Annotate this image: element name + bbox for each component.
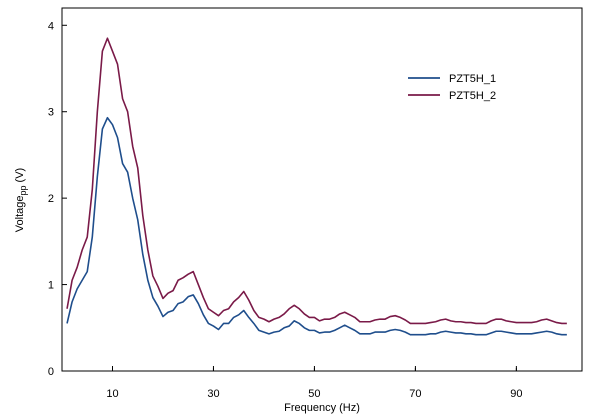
x-tick-label-0: 10 xyxy=(106,388,118,400)
y-axis: 0 1 2 3 4 xyxy=(48,20,67,378)
legend-label-1: PZT5H_2 xyxy=(449,90,496,102)
y-tick-label-3: 3 xyxy=(48,107,54,119)
series-line-1 xyxy=(66,37,567,325)
legend: PZT5H_1 PZT5H_2 xyxy=(408,73,496,102)
x-tick-label-3: 70 xyxy=(409,388,421,400)
x-tick-label-4: 90 xyxy=(510,388,522,400)
y-tick-label-0: 0 xyxy=(48,366,54,378)
y-tick-label-1: 1 xyxy=(48,280,54,292)
x-axis-title: Frequency (Hz) xyxy=(284,402,360,414)
y-tick-label-2: 2 xyxy=(48,193,54,205)
y-tick-label-4: 4 xyxy=(48,20,54,32)
series-line-0 xyxy=(66,116,567,336)
y-axis-title-unit: (V) xyxy=(14,168,26,186)
x-tick-label-2: 50 xyxy=(308,388,320,400)
series-lines xyxy=(66,37,567,336)
x-tick-label-1: 30 xyxy=(207,388,219,400)
y-axis-title: Voltagepp (V) xyxy=(14,168,28,232)
y-axis-title-sub: pp xyxy=(18,186,28,196)
legend-label-0: PZT5H_1 xyxy=(449,73,496,85)
x-axis: 10 30 50 70 90 xyxy=(106,366,522,400)
y-axis-title-base: Voltage xyxy=(14,196,26,233)
plot-frame xyxy=(61,7,583,372)
